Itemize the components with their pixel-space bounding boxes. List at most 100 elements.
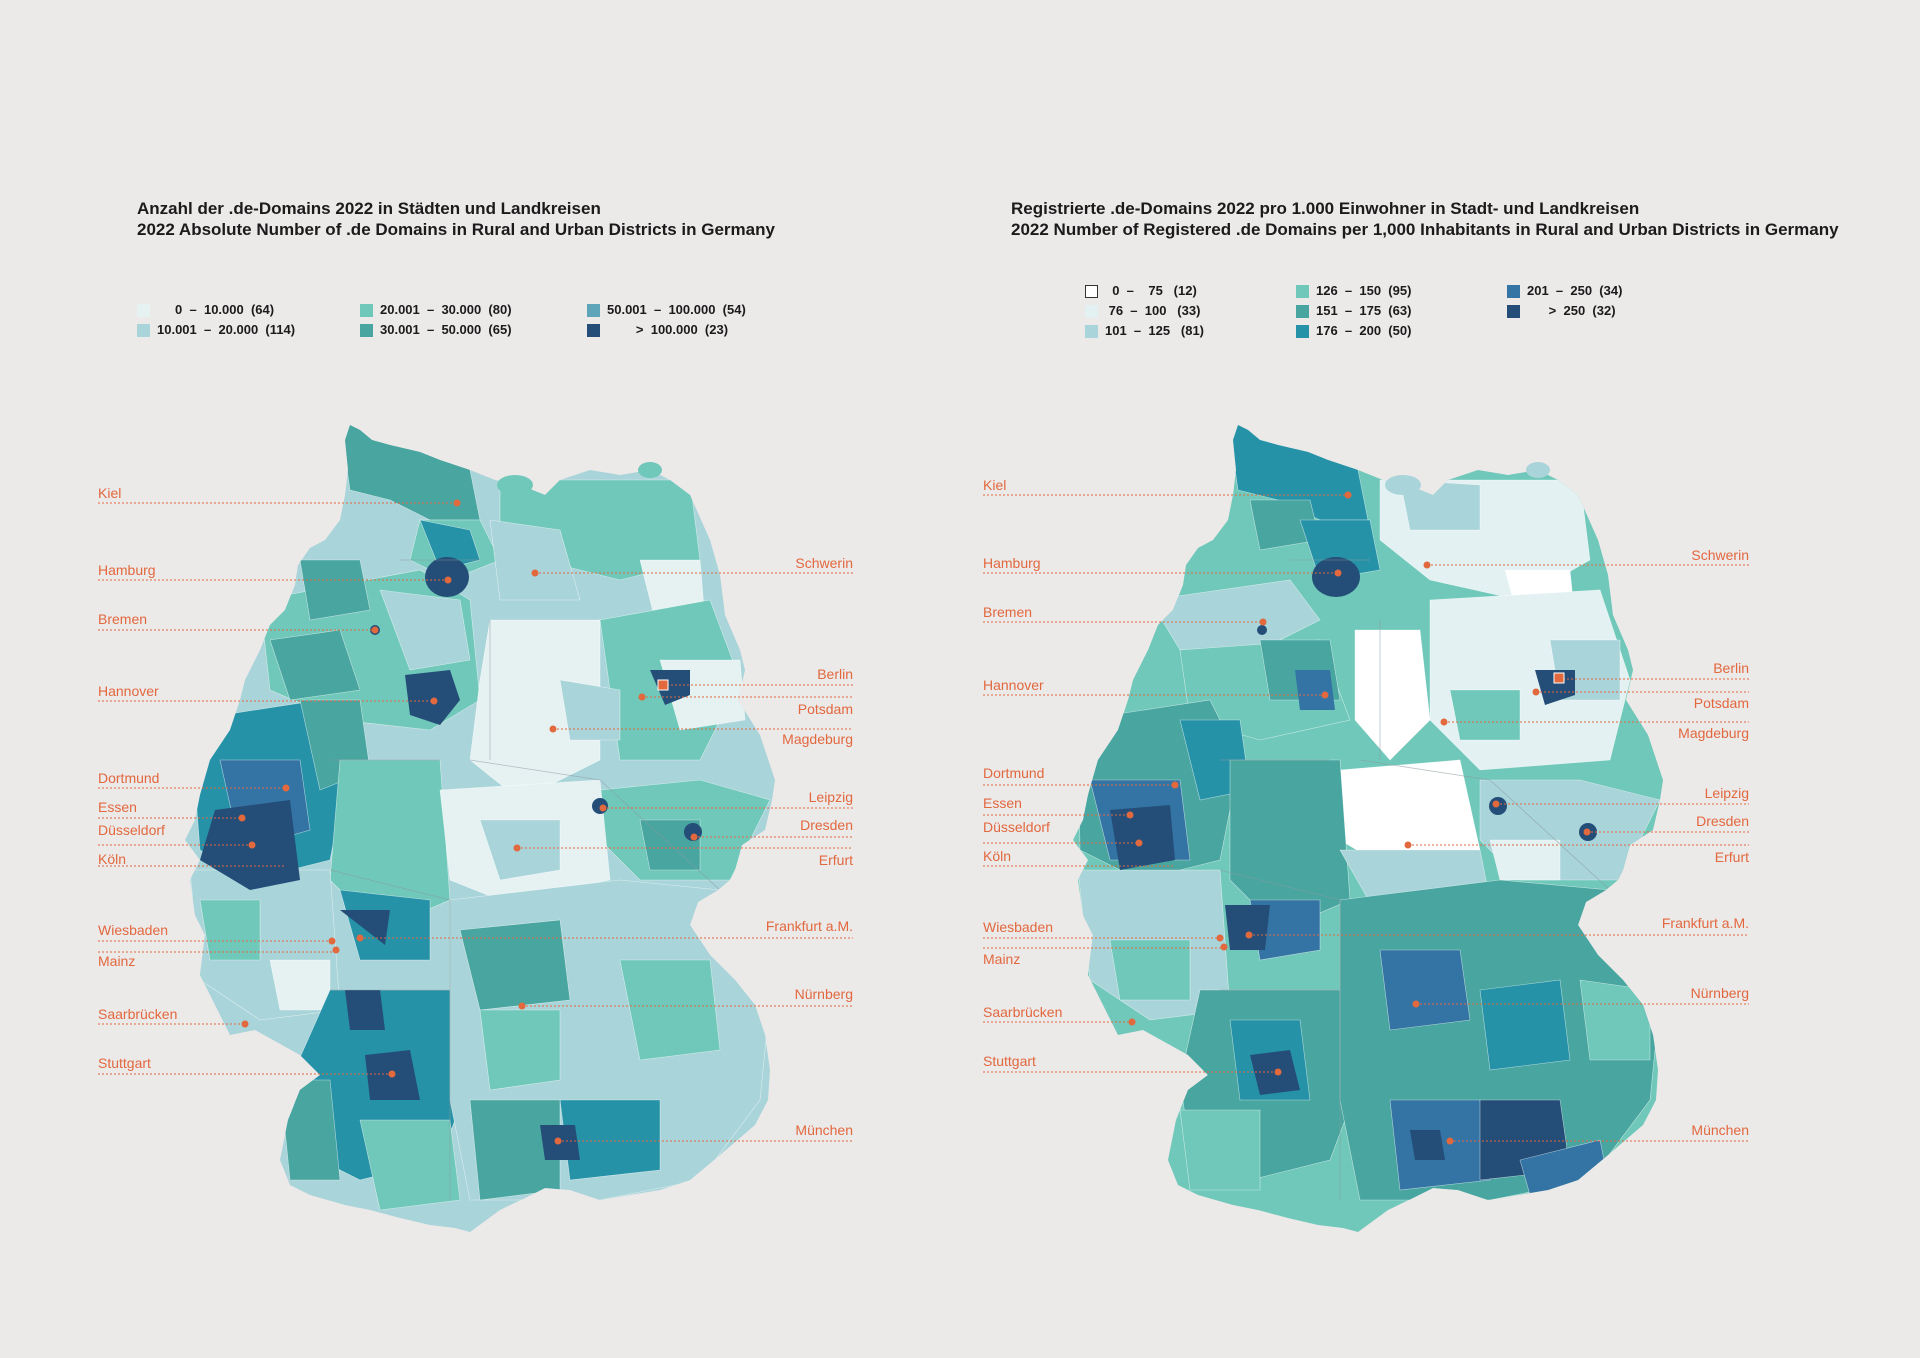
city-marker: [1412, 1000, 1420, 1008]
city-label-dortmund: Dortmund: [983, 765, 1044, 781]
city-marker: [328, 937, 336, 945]
legend-swatch: [587, 324, 600, 337]
city-marker: [599, 804, 607, 812]
city-marker: [1492, 800, 1500, 808]
legend-label: > 250 (32): [1527, 303, 1616, 318]
absolute-domains-panel: Anzahl der .de-Domains 2022 in Städten u…: [98, 198, 853, 1232]
city-label-duesseldorf: Düsseldorf: [98, 822, 165, 838]
city-marker: [430, 697, 438, 705]
right-title-de: Registrierte .de-Domains 2022 pro 1.000 …: [1011, 199, 1640, 218]
city-marker: [531, 569, 539, 577]
city-label-hamburg: Hamburg: [98, 562, 156, 578]
city-marker: [1423, 561, 1431, 569]
legend-label: > 100.000 (23): [607, 322, 729, 337]
legend-swatch: [1085, 285, 1098, 298]
city-marker: [356, 934, 364, 942]
city-marker: [549, 725, 557, 733]
city-marker: [1446, 1137, 1454, 1145]
city-label-koeln: Köln: [983, 848, 1011, 864]
legend-label: 101 – 125 (81): [1105, 323, 1205, 338]
legend-label: 50.001 – 100.000 (54): [607, 302, 746, 317]
city-label-essen: Essen: [983, 795, 1022, 811]
city-marker: [1216, 934, 1224, 942]
city-label-essen: Essen: [98, 799, 137, 815]
city-label-berlin: Berlin: [1713, 660, 1749, 676]
city-marker: [638, 693, 646, 701]
city-label-erfurt: Erfurt: [819, 852, 853, 868]
city-label-muenchen: München: [1691, 1122, 1749, 1138]
legend-swatch: [137, 304, 150, 317]
city-marker: [1321, 691, 1329, 699]
legend-swatch: [360, 304, 373, 317]
capital-marker: [657, 679, 669, 691]
city-marker: [248, 841, 256, 849]
city-marker: [1440, 718, 1448, 726]
city-label-leipzig: Leipzig: [809, 789, 853, 805]
legend-swatch: [1296, 325, 1309, 338]
city-marker: [1532, 688, 1540, 696]
legend-swatch: [1085, 325, 1098, 338]
city-marker: [388, 1070, 396, 1078]
city-marker: [453, 499, 461, 507]
left-title-en: 2022 Absolute Number of .de Domains in R…: [137, 220, 775, 239]
city-label-nuernberg: Nürnberg: [795, 986, 853, 1002]
city-marker: [690, 833, 698, 841]
left-map-title: Anzahl der .de-Domains 2022 in Städten u…: [137, 198, 775, 240]
right-islands: [1233, 425, 1550, 495]
city-marker: [1128, 1018, 1136, 1026]
city-label-muenchen: München: [795, 1122, 853, 1138]
city-label-dresden: Dresden: [1696, 813, 1749, 829]
legend-label: 76 – 100 (33): [1105, 303, 1201, 318]
city-label-nuernberg: Nürnberg: [1691, 985, 1749, 1001]
legend-label: 20.001 – 30.000 (80): [380, 302, 512, 317]
right-title-en: 2022 Number of Registered .de Domains pe…: [1011, 220, 1839, 239]
city-marker: [1135, 839, 1143, 847]
city-marker: [241, 1020, 249, 1028]
legend-label: 126 – 150 (95): [1316, 283, 1412, 298]
right-map-title: Registrierte .de-Domains 2022 pro 1.000 …: [1011, 198, 1839, 240]
city-marker: [1126, 811, 1134, 819]
legend-swatch: [360, 324, 373, 337]
left-title-de: Anzahl der .de-Domains 2022 in Städten u…: [137, 199, 601, 218]
city-label-berlin: Berlin: [817, 666, 853, 682]
city-label-hamburg: Hamburg: [983, 555, 1041, 571]
city-label-wiesbaden: Wiesbaden: [98, 922, 168, 938]
legend-label: 176 – 200 (50): [1316, 323, 1412, 338]
city-marker: [1404, 841, 1412, 849]
city-marker: [1220, 943, 1228, 951]
city-label-wiesbaden: Wiesbaden: [983, 919, 1053, 935]
legend-label: 30.001 – 50.000 (65): [380, 322, 512, 337]
city-marker: [1583, 828, 1591, 836]
per-capita-domains-panel: Registrierte .de-Domains 2022 pro 1.000 …: [960, 0, 1920, 1358]
legend-swatch: [1085, 305, 1098, 318]
city-marker: [444, 576, 452, 584]
city-label-bremen: Bremen: [983, 604, 1032, 620]
city-label-magdeburg: Magdeburg: [782, 731, 853, 747]
city-marker: [554, 1137, 562, 1145]
city-label-bremen: Bremen: [98, 611, 147, 627]
city-label-saarbruecken: Saarbrücken: [98, 1006, 177, 1022]
city-marker: [1274, 1068, 1282, 1076]
city-marker: [332, 946, 340, 954]
city-marker: [371, 626, 379, 634]
city-label-stuttgart: Stuttgart: [983, 1053, 1036, 1069]
city-label-duesseldorf: Düsseldorf: [983, 819, 1050, 835]
legend-swatch: [137, 324, 150, 337]
city-marker: [1334, 569, 1342, 577]
city-marker: [518, 1002, 526, 1010]
legend-swatch: [1507, 305, 1520, 318]
legend-label: 0 – 75 (12): [1105, 283, 1197, 298]
city-label-frankfurt: Frankfurt a.M.: [766, 918, 853, 934]
city-marker: [1245, 931, 1253, 939]
legend-label: 10.001 – 20.000 (114): [157, 322, 296, 337]
city-marker: [1344, 491, 1352, 499]
legend-label: 0 – 10.000 (64): [157, 302, 275, 317]
city-label-koeln: Köln: [98, 851, 126, 867]
legend-label: 151 – 175 (63): [1316, 303, 1412, 318]
legend-swatch: [1507, 285, 1520, 298]
city-label-dresden: Dresden: [800, 817, 853, 833]
city-label-schwerin: Schwerin: [795, 555, 853, 571]
right-city-labels: Kiel Hamburg Bremen Hannover Dortmund Es…: [983, 477, 1749, 1145]
city-marker: [282, 784, 290, 792]
city-label-saarbruecken: Saarbrücken: [983, 1004, 1062, 1020]
